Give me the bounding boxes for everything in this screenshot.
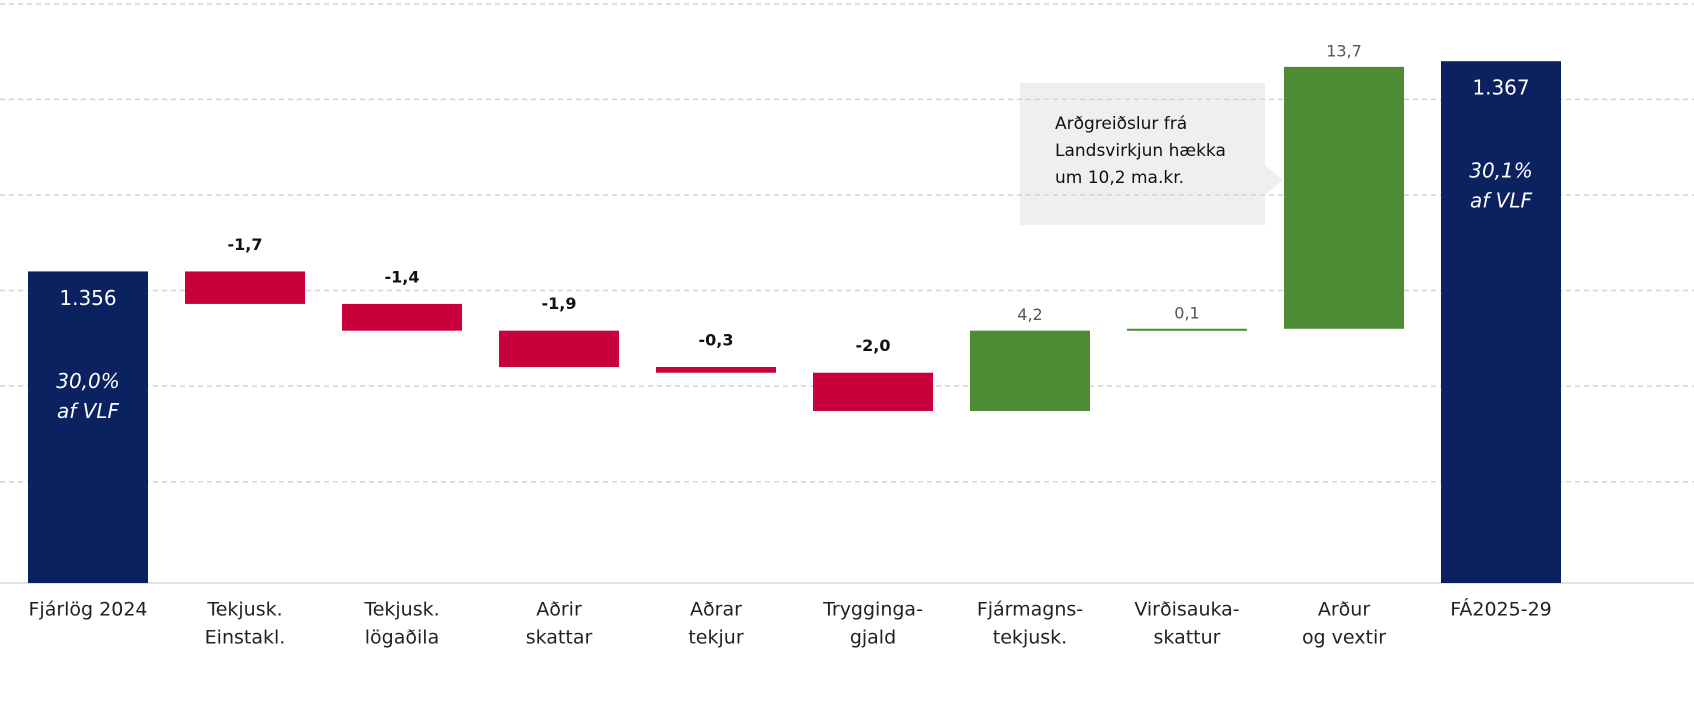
bar bbox=[185, 271, 305, 304]
x-tick-label: FÁ2025-29 bbox=[1450, 598, 1552, 621]
inner-label: 30,0% bbox=[56, 369, 120, 393]
annotation: Landsvirkjun hækka bbox=[1055, 141, 1226, 161]
x-tick-label: Einstakl. bbox=[205, 627, 286, 649]
value-label: 1.367 bbox=[1472, 76, 1529, 100]
x-tick-label: Aðrir bbox=[536, 599, 582, 621]
x-tick-label: Virðisauka- bbox=[1134, 599, 1239, 621]
x-tick-label: tekjur bbox=[688, 627, 743, 649]
value-label: 13,7 bbox=[1326, 41, 1362, 60]
bar bbox=[1284, 66, 1404, 329]
value-label: 1.356 bbox=[59, 286, 116, 310]
x-tick-label: Aðrar bbox=[690, 599, 742, 621]
bar bbox=[970, 330, 1090, 411]
callout-box bbox=[1020, 83, 1265, 225]
value-label: 0,1 bbox=[1174, 303, 1199, 322]
x-tick-label: skattar bbox=[526, 627, 593, 649]
value-label: -1,4 bbox=[385, 267, 420, 286]
bar bbox=[499, 330, 619, 368]
inner-label: af VLF bbox=[57, 399, 119, 423]
x-tick-label: Fjármagns- bbox=[977, 599, 1083, 621]
bar bbox=[813, 372, 933, 411]
annotation: um 10,2 ma.kr. bbox=[1055, 168, 1184, 188]
bar bbox=[1127, 328, 1247, 331]
bar bbox=[342, 303, 462, 331]
value-label: -1,7 bbox=[228, 235, 263, 254]
value-label: -2,0 bbox=[856, 336, 891, 355]
callout-pointer bbox=[1265, 165, 1283, 195]
bar bbox=[656, 367, 776, 373]
inner-label: 30,1% bbox=[1469, 159, 1533, 183]
x-tick-label: Tekjusk. bbox=[206, 599, 282, 621]
inner-label: af VLF bbox=[1470, 189, 1532, 213]
annotation: Arðgreiðslur frá bbox=[1055, 114, 1187, 134]
x-tick-label: Trygginga- bbox=[822, 599, 923, 621]
bar bbox=[1441, 61, 1561, 583]
x-tick-label: Arður bbox=[1318, 599, 1370, 621]
value-label: 4,2 bbox=[1017, 305, 1042, 324]
x-tick-label: tekjusk. bbox=[993, 627, 1067, 649]
bar bbox=[28, 271, 148, 583]
x-tick-label: Tekjusk. bbox=[363, 599, 439, 621]
x-tick-label: skattur bbox=[1154, 627, 1221, 649]
x-tick-label: og vextir bbox=[1302, 627, 1386, 649]
x-tick-label: gjald bbox=[850, 627, 896, 649]
value-label: -0,3 bbox=[699, 331, 734, 350]
x-tick-label: lögaðila bbox=[365, 627, 439, 649]
x-tick-label: Fjárlög 2024 bbox=[28, 599, 147, 621]
value-label: -1,9 bbox=[542, 294, 577, 313]
